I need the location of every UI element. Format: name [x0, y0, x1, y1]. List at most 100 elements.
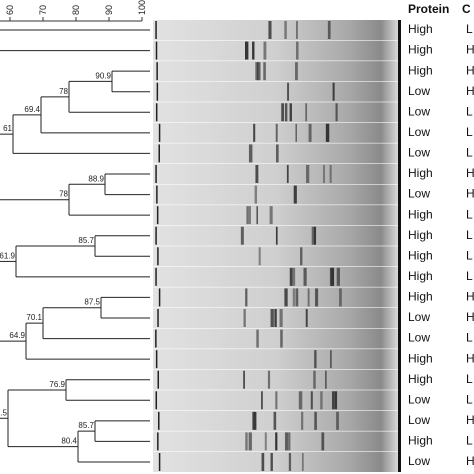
protein-label: High: [408, 22, 433, 36]
gel-band: [157, 309, 159, 327]
gel-band: [158, 123, 161, 142]
second-label: L: [466, 207, 473, 221]
gel-band: [256, 329, 259, 348]
gel-band: [284, 21, 287, 39]
second-label: L: [466, 125, 473, 139]
gel-band: [155, 226, 157, 245]
node-label: 80.4: [61, 437, 77, 446]
gel-band: [255, 165, 259, 183]
gel-band: [281, 103, 285, 122]
gel-band: [285, 103, 288, 122]
gel-band: [158, 453, 161, 471]
gel-band: [155, 350, 158, 369]
gel-band: [331, 267, 335, 286]
gel-band: [252, 411, 255, 430]
node-label: 61: [3, 124, 12, 133]
protein-label: Low: [408, 454, 430, 468]
protein-label: High: [408, 290, 433, 304]
gel-band: [311, 226, 315, 245]
gel-band: [275, 226, 278, 245]
scale-tick-label: 90: [104, 5, 114, 15]
gel-lane: [153, 102, 398, 123]
gel-band: [295, 123, 298, 142]
gel-band: [155, 165, 157, 183]
gel-band: [310, 391, 313, 410]
gel-band: [295, 62, 298, 81]
gel-band: [157, 247, 159, 266]
protein-label: Low: [408, 310, 430, 324]
gel-lane: [153, 369, 398, 390]
second-label: L: [466, 372, 473, 386]
gel-band: [301, 453, 304, 471]
gel-band: [248, 432, 252, 451]
gel-band: [305, 309, 308, 327]
gel-band: [332, 391, 335, 410]
gel-band: [288, 453, 292, 471]
gel-lane: [153, 246, 398, 267]
gel-band: [155, 267, 157, 286]
gel-band: [314, 411, 317, 430]
second-label: L: [466, 434, 473, 448]
scale-tick-label: 80: [71, 5, 81, 15]
second-label: H: [466, 84, 474, 98]
scale-tick-label: 100: [137, 0, 147, 15]
second-label: H: [466, 187, 474, 201]
gel-band: [323, 165, 325, 183]
gel-lane: [153, 287, 398, 308]
gel-band: [155, 391, 158, 410]
second-label: H: [466, 166, 474, 180]
gel-band: [289, 267, 293, 286]
gel-band: [255, 62, 259, 81]
protein-label: High: [408, 372, 433, 386]
gel-band: [292, 288, 295, 307]
protein-label: High: [408, 166, 433, 180]
gel-band: [243, 370, 245, 389]
gel-band: [305, 103, 308, 122]
gel-band: [298, 391, 303, 410]
protein-label: Low: [408, 84, 430, 98]
second-label: H: [466, 454, 474, 468]
gel-band: [330, 350, 332, 369]
gel-band: [155, 41, 158, 60]
gel-band: [292, 267, 296, 286]
gel-band: [321, 432, 325, 451]
protein-label: High: [408, 63, 433, 77]
gel-band: [267, 370, 271, 389]
node-label: 64.9: [9, 331, 25, 340]
gel-lane: [153, 164, 398, 184]
protein-label: High: [408, 351, 433, 365]
second-label: H: [466, 351, 474, 365]
gel-band: [252, 41, 255, 60]
gel-band: [155, 21, 157, 39]
gel-band: [155, 103, 158, 122]
gel-band: [300, 247, 303, 266]
scale-tick-label: 60: [5, 5, 15, 15]
gel-band: [261, 453, 265, 471]
node-label: 78: [59, 190, 68, 199]
gel-band: [155, 329, 157, 348]
gel-band: [296, 41, 299, 60]
gel-lane: [153, 328, 398, 349]
gel-band: [263, 41, 267, 60]
second-label: L: [466, 22, 473, 36]
gel-band: [264, 432, 267, 451]
gel-band: [158, 411, 160, 430]
gel-band: [295, 288, 299, 307]
second-label: L: [466, 248, 473, 262]
second-label: L: [466, 228, 473, 242]
gel-band: [275, 123, 278, 142]
gel-band: [156, 206, 159, 225]
second-label: L: [466, 269, 473, 283]
gel-band: [245, 41, 249, 60]
gel-band: [314, 350, 317, 369]
gel-band: [253, 123, 256, 142]
gel-band: [156, 62, 158, 81]
gel-band: [275, 391, 278, 410]
gel-band: [261, 391, 263, 410]
gel-band: [307, 288, 310, 307]
gel-band: [258, 247, 261, 266]
gel-band: [243, 309, 246, 327]
gel-band: [334, 391, 338, 410]
gel-band: [269, 206, 273, 225]
